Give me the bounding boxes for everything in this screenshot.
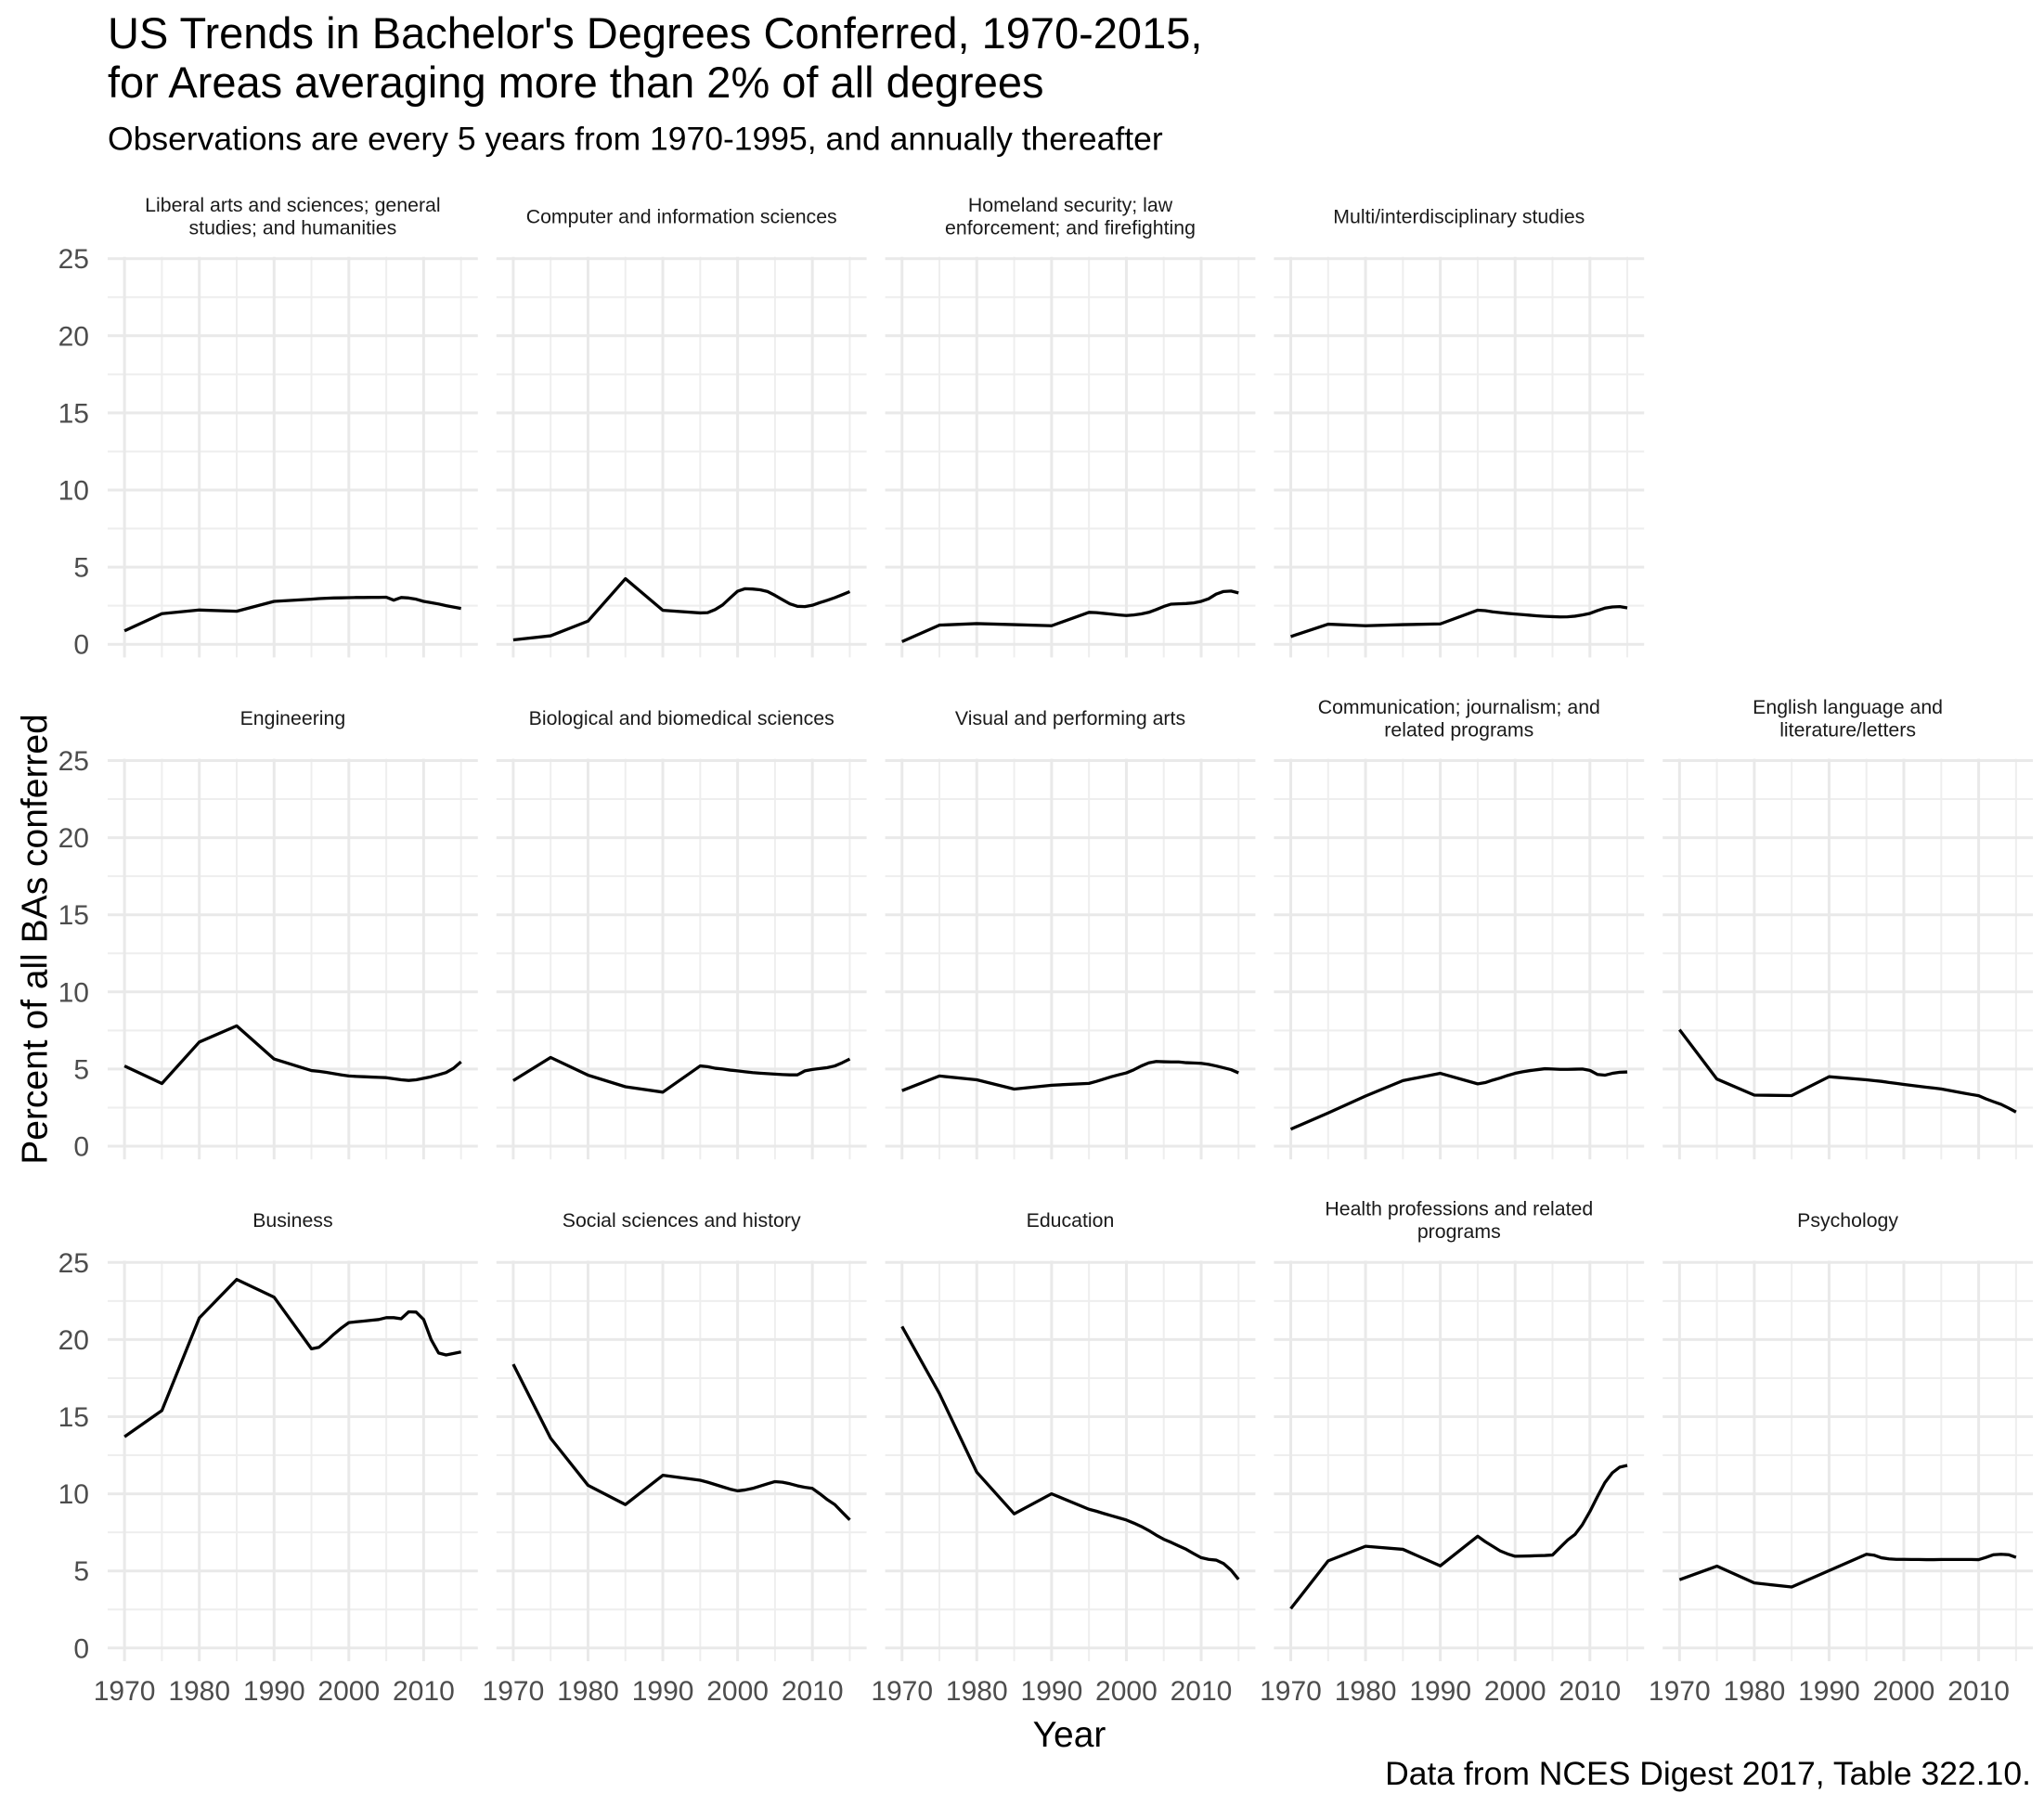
svg-text:25: 25: [58, 244, 89, 275]
svg-text:1990: 1990: [1021, 1676, 1083, 1707]
svg-text:10: 10: [58, 476, 89, 507]
svg-text:US Trends in Bachelor's Degree: US Trends in Bachelor's Degrees Conferre…: [108, 8, 1202, 58]
svg-text:2010: 2010: [1559, 1676, 1621, 1707]
svg-text:English language and: English language and: [1753, 696, 1943, 718]
svg-text:20: 20: [58, 1325, 89, 1356]
svg-text:enforcement; and firefighting: enforcement; and firefighting: [945, 217, 1196, 239]
svg-text:Multi/interdisciplinary studie: Multi/interdisciplinary studies: [1333, 205, 1585, 227]
svg-text:2000: 2000: [1873, 1676, 1935, 1707]
svg-text:Health professions and related: Health professions and related: [1325, 1198, 1593, 1220]
svg-text:5: 5: [73, 553, 89, 584]
svg-text:Psychology: Psychology: [1797, 1209, 1898, 1232]
svg-text:1980: 1980: [168, 1676, 230, 1707]
svg-text:Education: Education: [1027, 1209, 1115, 1232]
svg-text:2000: 2000: [1484, 1676, 1546, 1707]
svg-text:Percent of all BAs conferred: Percent of all BAs conferred: [16, 714, 56, 1165]
svg-text:2000: 2000: [317, 1676, 380, 1707]
svg-text:2010: 2010: [393, 1676, 455, 1707]
svg-text:Biological and biomedical scie: Biological and biomedical sciences: [529, 707, 834, 729]
svg-text:20: 20: [58, 823, 89, 854]
svg-text:25: 25: [58, 1248, 89, 1279]
svg-text:Visual and performing arts: Visual and performing arts: [955, 707, 1185, 729]
svg-text:2010: 2010: [782, 1676, 844, 1707]
svg-text:25: 25: [58, 746, 89, 777]
svg-text:Observations are every 5 years: Observations are every 5 years from 1970…: [108, 121, 1163, 158]
svg-text:Social sciences and history: Social sciences and history: [563, 1209, 801, 1232]
svg-text:1990: 1990: [243, 1676, 305, 1707]
svg-text:1990: 1990: [1798, 1676, 1860, 1707]
svg-text:2010: 2010: [1947, 1676, 2010, 1707]
svg-text:1990: 1990: [1409, 1676, 1471, 1707]
svg-text:1970: 1970: [1649, 1676, 1711, 1707]
svg-text:for Areas averaging more than: for Areas averaging more than 2% of all …: [108, 58, 1043, 107]
svg-text:20: 20: [58, 321, 89, 352]
svg-text:0: 0: [73, 1633, 89, 1664]
svg-text:1970: 1970: [94, 1676, 156, 1707]
svg-text:Communication; journalism; and: Communication; journalism; and: [1318, 696, 1600, 718]
svg-text:2000: 2000: [1095, 1676, 1158, 1707]
svg-text:1980: 1980: [1724, 1676, 1786, 1707]
svg-text:0: 0: [73, 630, 89, 661]
svg-text:10: 10: [58, 977, 89, 1008]
svg-text:15: 15: [58, 900, 89, 931]
svg-text:1970: 1970: [1260, 1676, 1322, 1707]
svg-text:1970: 1970: [483, 1676, 545, 1707]
svg-text:Business: Business: [252, 1209, 332, 1232]
svg-text:2010: 2010: [1171, 1676, 1233, 1707]
svg-text:0: 0: [73, 1132, 89, 1163]
svg-text:2000: 2000: [706, 1676, 769, 1707]
svg-text:10: 10: [58, 1479, 89, 1510]
svg-text:literature/letters: literature/letters: [1779, 718, 1916, 741]
svg-text:1980: 1980: [557, 1676, 619, 1707]
svg-text:15: 15: [58, 1402, 89, 1433]
svg-text:studies; and humanities: studies; and humanities: [189, 217, 397, 239]
svg-text:1980: 1980: [1335, 1676, 1397, 1707]
svg-text:related programs: related programs: [1384, 718, 1533, 741]
svg-text:Liberal arts and sciences; gen: Liberal arts and sciences; general: [145, 194, 440, 216]
svg-text:programs: programs: [1417, 1220, 1501, 1243]
svg-text:5: 5: [73, 1054, 89, 1085]
svg-text:Engineering: Engineering: [240, 707, 346, 729]
svg-text:1980: 1980: [946, 1676, 1008, 1707]
svg-text:1970: 1970: [871, 1676, 933, 1707]
svg-text:5: 5: [73, 1556, 89, 1587]
svg-text:15: 15: [58, 398, 89, 429]
svg-text:Homeland security; law: Homeland security; law: [968, 194, 1173, 216]
svg-text:Computer and information scien: Computer and information sciences: [526, 205, 837, 227]
svg-text:1990: 1990: [632, 1676, 694, 1707]
svg-text:Year: Year: [1033, 1715, 1106, 1755]
svg-text:Data from NCES Digest 2017, Ta: Data from NCES Digest 2017, Table 322.10…: [1385, 1755, 2031, 1792]
